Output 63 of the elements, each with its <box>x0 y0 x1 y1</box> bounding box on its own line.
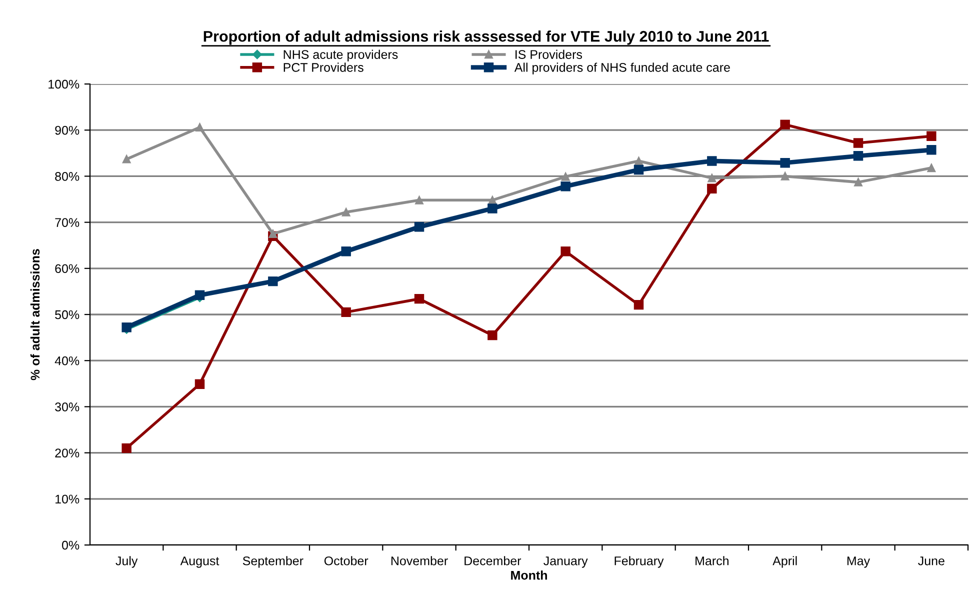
chart-title: Proportion of adult admissions risk asssessed for VTE July 2010 to June 2011 <box>204 30 769 45</box>
legend-label: NHS acute providers <box>284 50 398 62</box>
point <box>341 246 351 256</box>
x-tick-label: May <box>847 556 870 568</box>
point <box>268 230 278 238</box>
x-tick-label: August <box>180 556 220 568</box>
x-tick-label: June <box>918 556 944 566</box>
point <box>194 379 205 389</box>
point <box>561 172 570 181</box>
y-tick-label: 10% <box>56 494 80 504</box>
point <box>268 276 278 286</box>
point <box>854 178 862 186</box>
point <box>341 307 351 318</box>
x-tick-label: October <box>324 556 368 566</box>
point <box>196 123 204 132</box>
point <box>194 290 205 300</box>
point <box>853 151 864 161</box>
point <box>560 181 570 192</box>
point <box>707 156 717 166</box>
point <box>634 300 644 310</box>
point <box>780 120 790 130</box>
point <box>415 196 424 204</box>
point <box>927 164 936 172</box>
point <box>853 138 864 148</box>
point <box>634 156 643 166</box>
point <box>926 145 936 155</box>
y-tick-label: 80% <box>55 172 80 181</box>
x-tick-label: April <box>772 556 797 568</box>
point <box>780 158 790 168</box>
x-tick-label: December <box>464 556 522 566</box>
point <box>780 172 790 180</box>
point <box>708 174 716 182</box>
point <box>488 330 498 340</box>
point <box>488 204 498 214</box>
x-tick-label: January <box>544 556 588 568</box>
point <box>560 246 570 256</box>
y-tick-label: 30% <box>55 402 80 412</box>
point <box>414 294 424 304</box>
legend-label: All providers of NHS funded acute care <box>514 62 730 74</box>
x-tick-label: February <box>614 556 664 568</box>
y-tick-label: 50% <box>55 310 80 320</box>
y-tick-label: 100% <box>48 80 80 89</box>
y-tick-label: 40% <box>54 356 80 366</box>
y-tick-label: 20% <box>55 448 80 458</box>
y-tick-label: 90% <box>55 126 80 135</box>
point <box>342 208 350 216</box>
point <box>926 131 936 141</box>
legend-label: IS Providers <box>516 50 582 59</box>
legend-label: PCT Providers <box>284 62 364 72</box>
y-tick-label: 0% <box>62 540 80 550</box>
point <box>634 164 644 175</box>
x-tick-label: September <box>242 556 304 568</box>
x-tick-label: July <box>116 556 138 568</box>
point <box>122 154 131 164</box>
point <box>414 222 424 232</box>
x-tick-label: November <box>391 556 448 566</box>
x-axis-title: Month <box>511 570 547 580</box>
point <box>122 443 132 454</box>
x-tick-label: March <box>696 556 728 566</box>
y-tick-label: 60% <box>55 264 80 274</box>
point <box>707 184 717 194</box>
y-tick-label: 70% <box>55 218 80 227</box>
y-axis-title: % of adult admissions <box>30 249 40 380</box>
